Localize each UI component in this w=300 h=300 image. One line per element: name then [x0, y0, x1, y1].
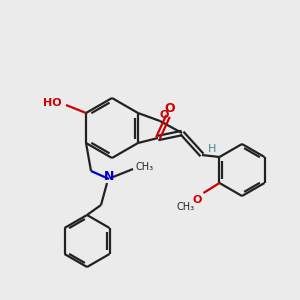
- Text: O: O: [165, 101, 175, 115]
- Text: O: O: [193, 195, 202, 205]
- Text: CH₃: CH₃: [136, 162, 154, 172]
- Text: CH₃: CH₃: [176, 202, 194, 212]
- Text: HO: HO: [43, 98, 61, 108]
- Text: N: N: [104, 170, 114, 184]
- Text: H: H: [208, 144, 216, 154]
- Text: O: O: [159, 110, 169, 120]
